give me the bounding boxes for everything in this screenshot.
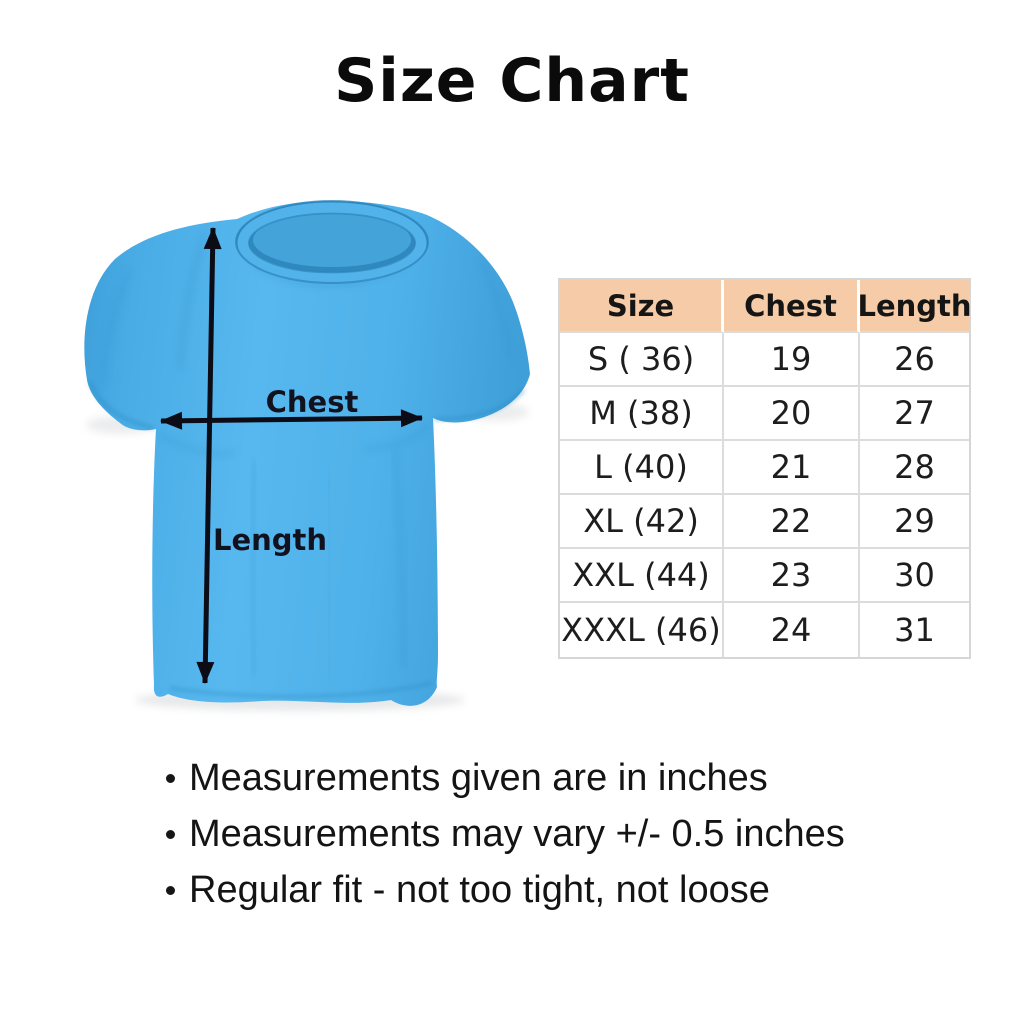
size-table-header-length: Length: [857, 280, 972, 333]
size-table: Size Chest Length S ( 36) 19 26 M (38) 2…: [558, 278, 972, 659]
page-title: Size Chart: [334, 46, 690, 116]
table-cell-chest: 20: [724, 387, 860, 441]
tshirt-collar: [235, 200, 429, 284]
note-item: Regular fit - not too tight, not loose: [166, 862, 845, 918]
measurement-arrows: [160, 227, 423, 684]
table-cell-size: XL (42): [560, 495, 724, 549]
table-cell-length: 27: [860, 387, 969, 441]
length-arrow: [196, 227, 222, 684]
table-cell-length: 30: [860, 549, 969, 603]
table-cell-chest: 19: [724, 333, 860, 387]
size-table-header-chest: Chest: [724, 280, 860, 333]
table-cell-size: M (38): [560, 387, 724, 441]
notes-list: Measurements given are in inches Measure…: [166, 750, 845, 918]
table-cell-chest: 21: [724, 441, 860, 495]
note-item: Measurements given are in inches: [166, 750, 845, 806]
table-cell-length: 29: [860, 495, 969, 549]
note-item: Measurements may vary +/- 0.5 inches: [166, 806, 845, 862]
bullet-icon: [166, 885, 175, 895]
table-cell-size: S ( 36): [560, 333, 724, 387]
table-cell-chest: 24: [724, 603, 860, 657]
tshirt-graphic: [84, 200, 531, 711]
tshirt-body: [84, 201, 531, 706]
table-cell-size: L (40): [560, 441, 724, 495]
chest-arrow: [160, 409, 423, 430]
length-label: Length: [213, 523, 328, 557]
table-cell-chest: 22: [724, 495, 860, 549]
table-cell-length: 28: [860, 441, 969, 495]
table-cell-chest: 23: [724, 549, 860, 603]
note-text: Regular fit - not too tight, not loose: [189, 869, 770, 911]
table-cell-length: 31: [860, 603, 969, 657]
table-cell-size: XXL (44): [560, 549, 724, 603]
bullet-icon: [166, 829, 175, 839]
note-text: Measurements given are in inches: [189, 757, 768, 799]
note-text: Measurements may vary +/- 0.5 inches: [189, 813, 845, 855]
size-table-header-size: Size: [560, 280, 724, 333]
table-cell-size: XXXL (46): [560, 603, 724, 657]
bullet-icon: [166, 773, 175, 783]
table-cell-length: 26: [860, 333, 969, 387]
chest-label: Chest: [265, 385, 359, 419]
